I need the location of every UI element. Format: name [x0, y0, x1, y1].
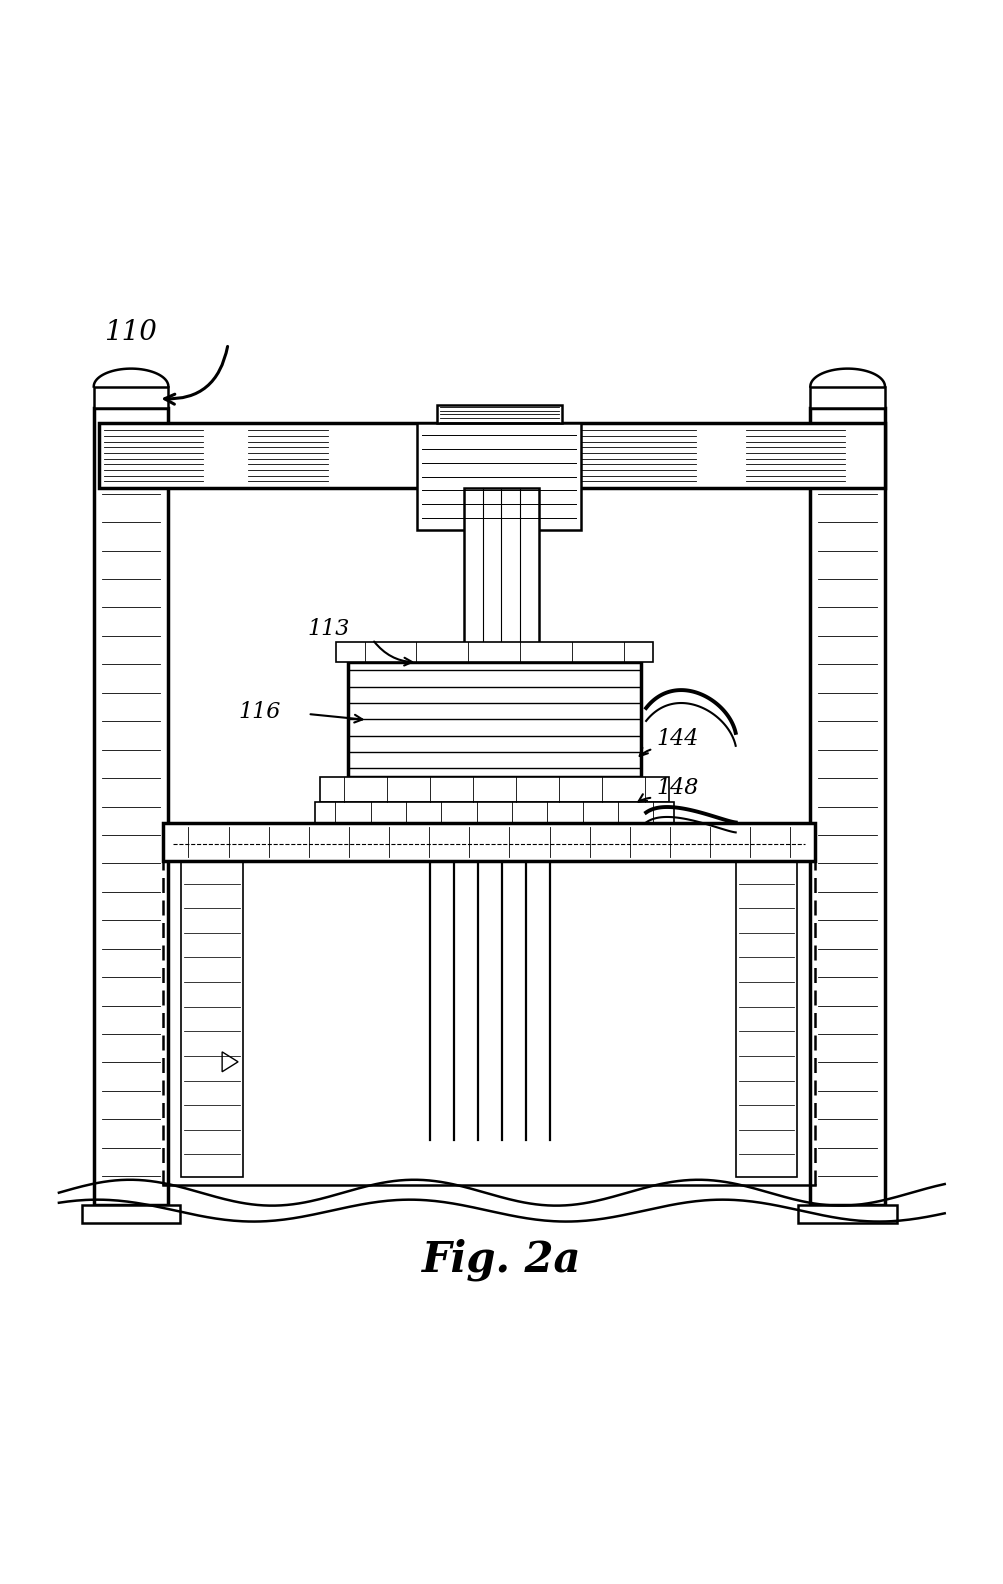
Bar [437, 406, 562, 425]
FancyArrowPatch shape [638, 795, 650, 802]
FancyArrowPatch shape [164, 347, 228, 406]
FancyArrowPatch shape [310, 714, 362, 722]
FancyArrowPatch shape [374, 642, 412, 665]
Bar [315, 802, 674, 824]
Bar [163, 824, 814, 862]
Bar [798, 1205, 897, 1223]
Text: Fig. 2a: Fig. 2a [422, 1239, 581, 1281]
FancyArrowPatch shape [639, 748, 650, 757]
Bar [182, 862, 243, 1177]
Text: 148: 148 [656, 778, 698, 798]
Bar [809, 386, 885, 409]
Bar [93, 386, 169, 409]
Text: 110: 110 [103, 318, 156, 345]
Text: 113: 113 [308, 618, 350, 640]
Bar [93, 409, 169, 1205]
Bar [82, 1205, 181, 1223]
Bar [98, 425, 885, 488]
Text: 144: 144 [656, 727, 698, 749]
Bar [347, 662, 641, 778]
Bar [463, 488, 539, 645]
Bar [320, 778, 669, 802]
Bar [735, 862, 797, 1177]
Bar [417, 425, 581, 531]
Bar [809, 409, 885, 1205]
Text: 116: 116 [238, 700, 280, 722]
Bar [335, 643, 653, 662]
